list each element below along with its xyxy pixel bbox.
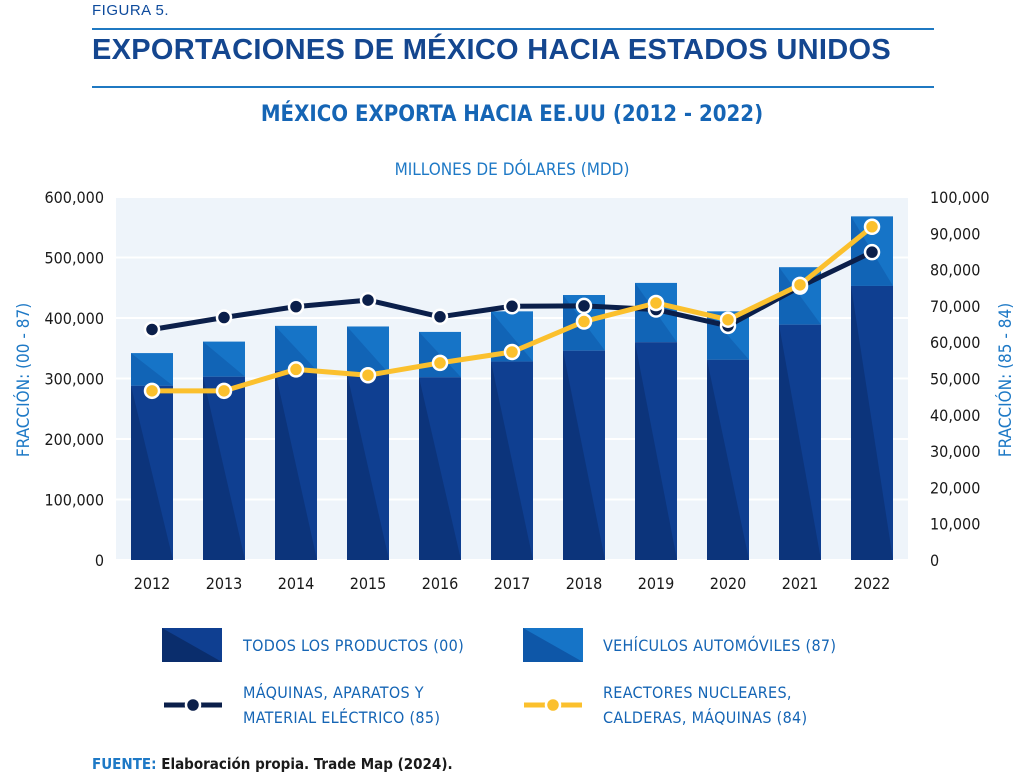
y-axis-left: 0 100,000 200,000 300,000 400,000 500,000 600,… bbox=[44, 188, 104, 570]
line-series bbox=[143, 218, 881, 400]
bar-total-shade bbox=[779, 324, 821, 560]
bar-vehicles-shade bbox=[203, 341, 245, 377]
y-axis-right: 0 10,000 20,000 30,000 40,000 50,000 60,000 70,… bbox=[930, 188, 990, 570]
line-point-85 bbox=[215, 309, 233, 326]
legend bbox=[162, 628, 583, 714]
line-point-84 bbox=[503, 343, 521, 361]
bar-vehicles-shade bbox=[275, 325, 317, 371]
bar-vehicles-shade bbox=[347, 326, 389, 374]
line-point-85 bbox=[503, 298, 521, 315]
y-left-tick-label: 100,000 bbox=[44, 491, 104, 510]
line-point-84 bbox=[863, 218, 881, 236]
y-right-tick-label: 90,000 bbox=[930, 224, 980, 243]
line-point-84 bbox=[143, 382, 161, 400]
y-left-tick-label: 0 bbox=[95, 551, 104, 570]
legend-swatch-vehicles bbox=[523, 628, 583, 662]
x-tick-label: 2012 bbox=[134, 574, 171, 593]
line-point-84 bbox=[791, 276, 809, 294]
x-tick-label: 2019 bbox=[638, 574, 675, 593]
line-point-85 bbox=[863, 243, 881, 261]
y-right-tick-label: 30,000 bbox=[930, 442, 980, 461]
line-point-85 bbox=[143, 321, 161, 338]
x-axis: 2012 2013 2014 2015 2016 2017 2018 2019 2020 2021… bbox=[134, 574, 891, 593]
x-tick-label: 2017 bbox=[494, 574, 531, 593]
legend-label-line84-line1: REACTORES NUCLEARES, bbox=[603, 683, 792, 702]
legend-label-line85-line1: MÁQUINAS, APARATOS Y bbox=[243, 683, 424, 702]
y-right-tick-label: 50,000 bbox=[930, 370, 980, 389]
y-right-tick-label: 60,000 bbox=[930, 333, 980, 352]
bar-vehicles-shade bbox=[779, 267, 821, 325]
bar-total-shade bbox=[491, 361, 533, 560]
x-tick-label: 2016 bbox=[422, 574, 459, 593]
line-point-84 bbox=[359, 366, 377, 384]
line-point-85 bbox=[359, 291, 377, 309]
x-tick-label: 2015 bbox=[350, 574, 387, 593]
y-right-tick-label: 70,000 bbox=[930, 297, 980, 316]
legend-swatch-total bbox=[162, 628, 222, 662]
y-right-tick-label: 10,000 bbox=[930, 515, 980, 534]
x-tick-label: 2020 bbox=[710, 574, 747, 593]
y-left-tick-label: 300,000 bbox=[44, 370, 104, 389]
bar-total-shade bbox=[347, 373, 389, 560]
x-tick-label: 2022 bbox=[854, 574, 891, 593]
x-tick-label: 2021 bbox=[782, 574, 819, 593]
y-left-tick-label: 600,000 bbox=[44, 188, 104, 207]
line-point-84 bbox=[719, 311, 737, 328]
line-point-85 bbox=[431, 308, 449, 326]
line-point-84 bbox=[287, 361, 305, 378]
unit-label: MILLONES DE DÓLARES (MDD) bbox=[394, 160, 630, 180]
bar-total-shade bbox=[203, 376, 245, 560]
main-title: EXPORTACIONES DE MÉXICO HACIA ESTADOS UN… bbox=[92, 34, 891, 66]
chart-title: MÉXICO EXPORTA HACIA EE.UU (2012 - 2022) bbox=[260, 102, 764, 127]
legend-label-line85-line2: MATERIAL ELÉCTRICO (85) bbox=[243, 708, 441, 727]
x-tick-label: 2018 bbox=[566, 574, 603, 593]
y-left-tick-label: 500,000 bbox=[44, 249, 104, 268]
bar-total-shade bbox=[851, 285, 893, 560]
legend-swatch-line85 bbox=[164, 696, 222, 714]
y-right-tick-label: 80,000 bbox=[930, 261, 980, 280]
legend-label-vehicles: VEHÍCULOS AUTOMÓVILES (87) bbox=[603, 636, 837, 655]
source-text: Elaboración propia. Trade Map (2024). bbox=[161, 755, 453, 773]
line-point-84 bbox=[431, 354, 449, 372]
line-point-85 bbox=[575, 297, 593, 315]
line-point-84 bbox=[575, 313, 593, 330]
x-tick-label: 2014 bbox=[278, 574, 315, 593]
y-left-tick-label: 200,000 bbox=[44, 430, 104, 449]
line-point-85 bbox=[287, 298, 305, 315]
bar-total-shade bbox=[707, 359, 749, 560]
bar-total-shade bbox=[563, 350, 605, 560]
title-rule-top bbox=[92, 28, 934, 30]
y-right-tick-label: 20,000 bbox=[930, 478, 980, 497]
source-note: FUENTE: Elaboración propia. Trade Map (2… bbox=[92, 755, 453, 773]
x-tick-label: 2013 bbox=[206, 574, 243, 593]
y-right-tick-label: 40,000 bbox=[930, 406, 980, 425]
source-key: FUENTE: bbox=[92, 755, 157, 773]
legend-label-line84-line2: CALDERAS, MÁQUINAS (84) bbox=[603, 708, 808, 727]
figure-label: FIGURA 5. bbox=[92, 2, 170, 19]
bar-vehicles-shade bbox=[635, 282, 677, 343]
line-point-84 bbox=[215, 382, 233, 400]
bar-total-shade bbox=[419, 377, 461, 560]
legend-label-line84: REACTORES NUCLEARES, CALDERAS, MÁQUINAS … bbox=[603, 680, 807, 730]
legend-swatch-line84 bbox=[524, 696, 582, 714]
y-right-tick-label: 100,000 bbox=[930, 188, 990, 207]
y-left-tick-label: 400,000 bbox=[44, 309, 104, 328]
title-rule-bottom bbox=[92, 86, 934, 88]
legend-label-total: TODOS LOS PRODUCTOS (00) bbox=[243, 636, 464, 655]
bar-vehicles-shade bbox=[131, 353, 173, 386]
bar-total-shade bbox=[275, 370, 317, 560]
bar-total-shade bbox=[635, 342, 677, 560]
y-right-tick-label: 0 bbox=[930, 551, 939, 570]
legend-label-line85: MÁQUINAS, APARATOS Y MATERIAL ELÉCTRICO … bbox=[243, 680, 440, 730]
bar-total-shade bbox=[131, 385, 173, 560]
line-point-84 bbox=[647, 294, 665, 312]
